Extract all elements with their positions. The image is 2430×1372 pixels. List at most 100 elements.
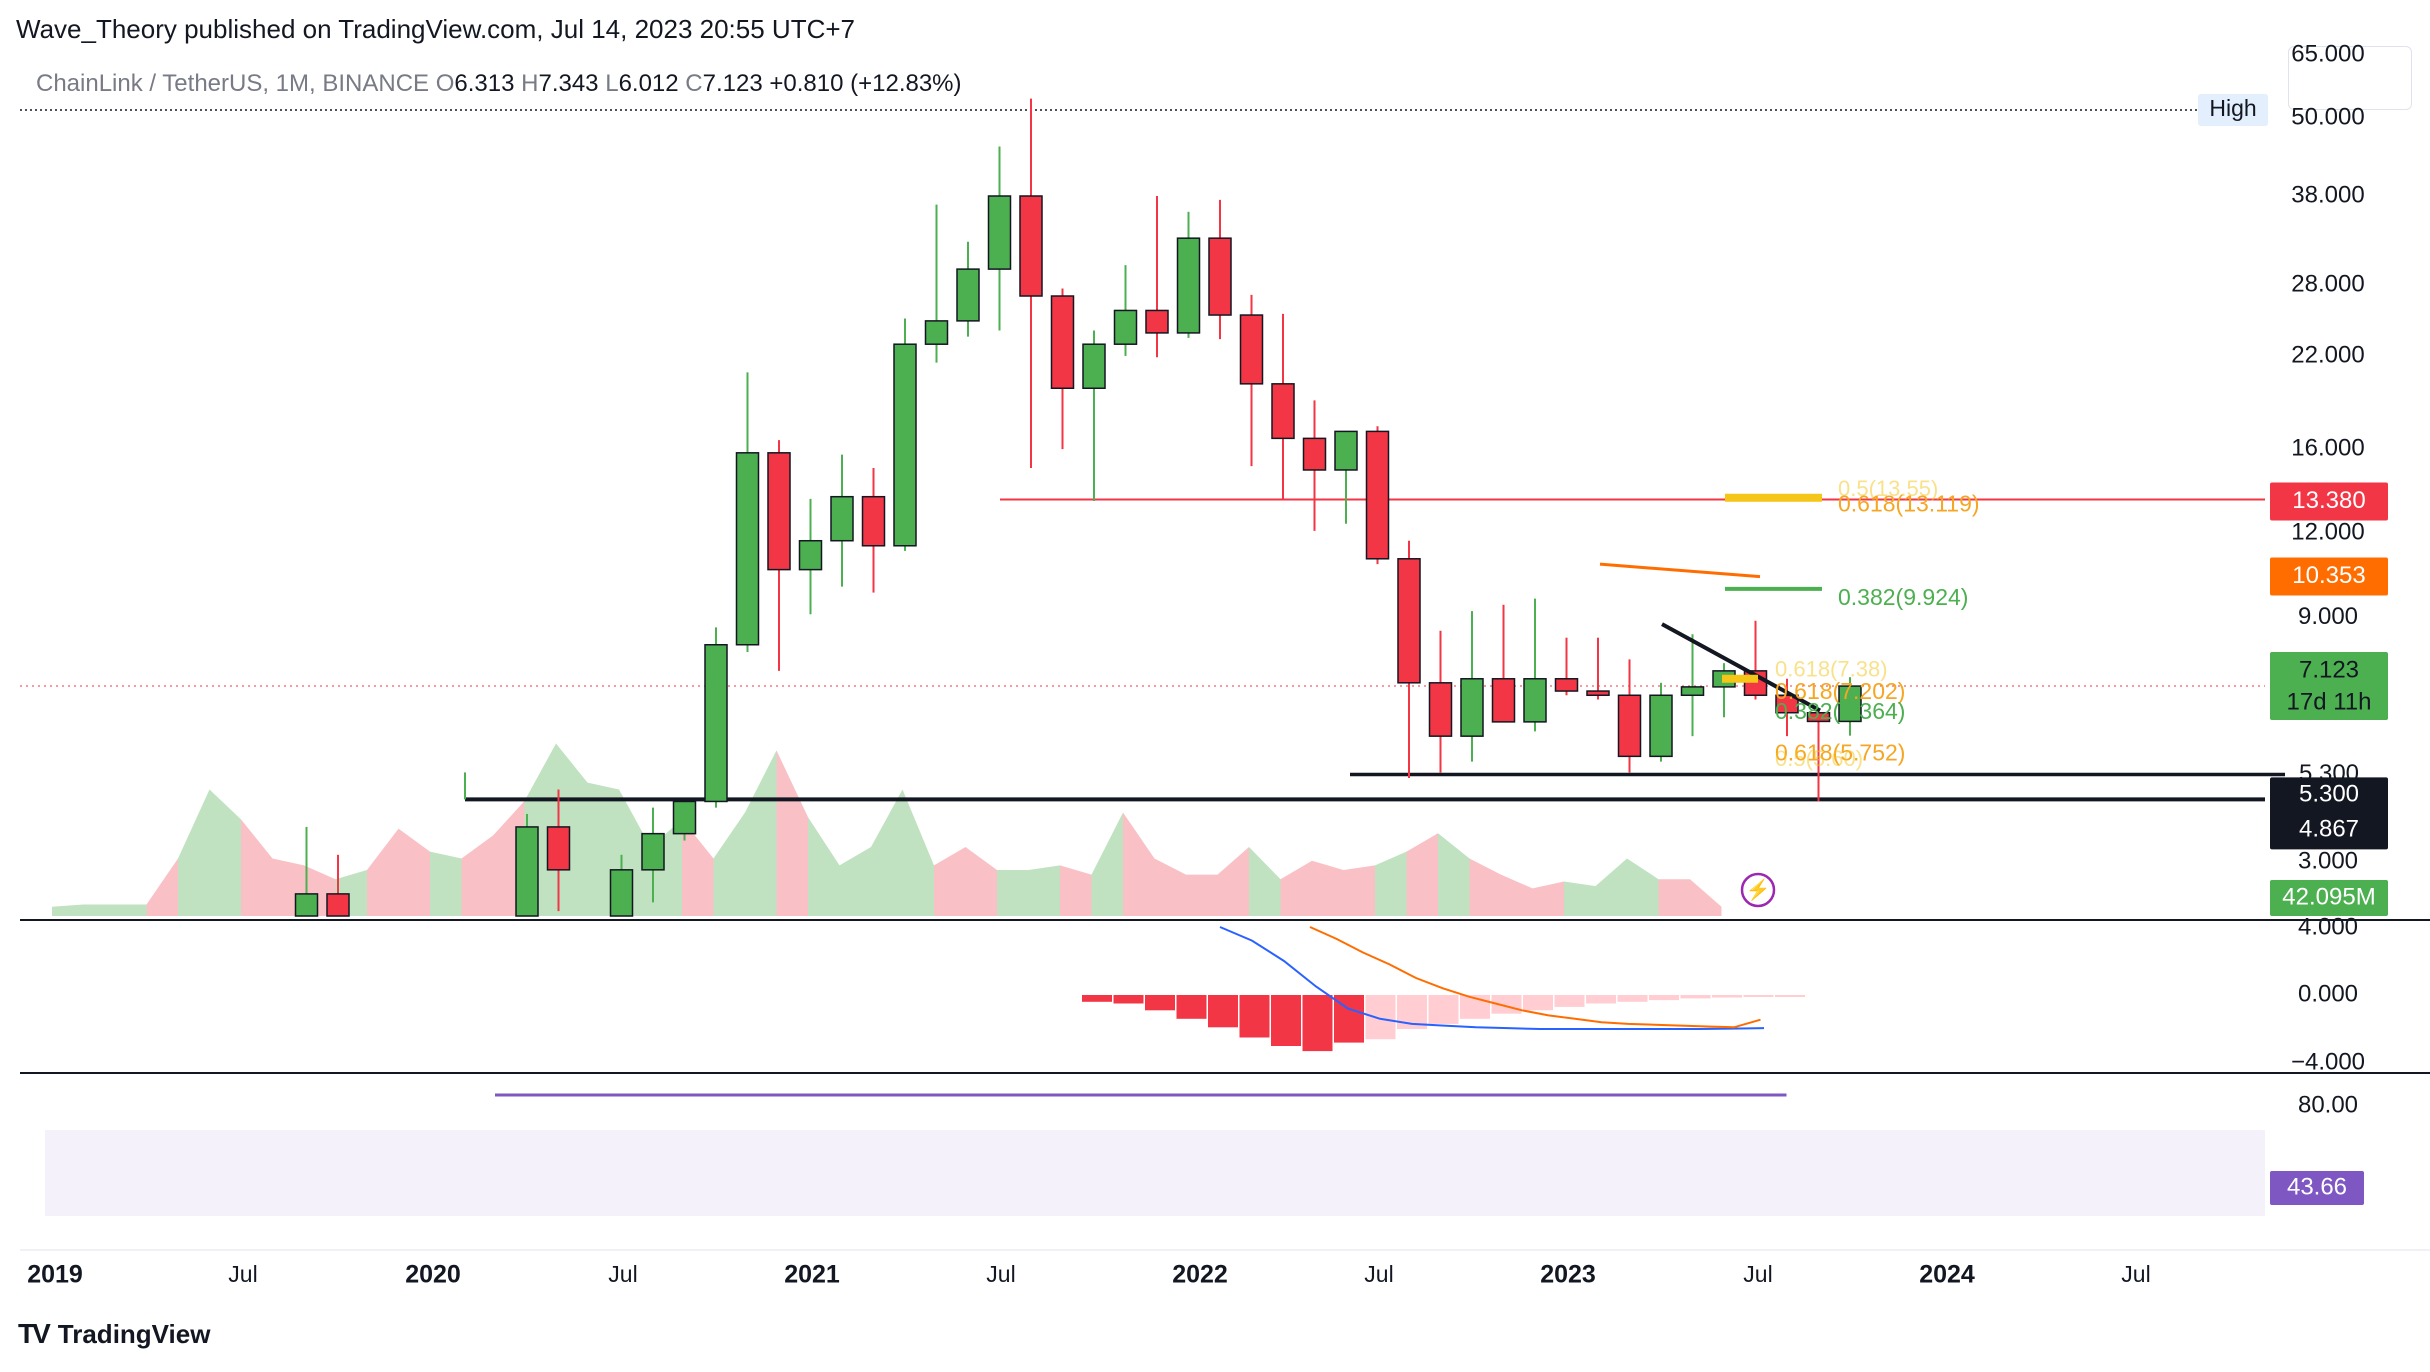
macd-axis-tick: −4.000 (2291, 1048, 2365, 1075)
volume-area-segment (1249, 847, 1281, 916)
volume-area-segment (430, 851, 462, 916)
macd-histogram-bar (1712, 995, 1742, 998)
fib-upper-marker (1725, 493, 1822, 502)
volume-area-segment (776, 750, 808, 916)
candle-down (1271, 383, 1295, 440)
price-axis-tick: 22.000 (2291, 341, 2364, 368)
volume-area-segment (745, 750, 777, 916)
price-axis-tick-clipped: 50.000 (2291, 103, 2364, 130)
legend-change: +0.810 (+12.83%) (769, 70, 961, 97)
volume-area-segment (1060, 865, 1092, 916)
scale-settings-box[interactable] (2288, 46, 2412, 110)
volume-area-segment (241, 819, 273, 916)
volume-area-segment (713, 812, 745, 916)
volume-area-segment (902, 789, 934, 916)
candle-down (1365, 430, 1390, 560)
candle-up (1176, 237, 1201, 334)
fib-382-mid-label: 0.382(6.364) (1775, 698, 1905, 724)
time-axis-label: 2021 (784, 1261, 840, 1289)
volume-area-segment (146, 858, 178, 916)
current-price-badge-bg (2270, 651, 2388, 720)
macd-histogram-bar (1082, 995, 1112, 1002)
support-lower-badge: 5.300 (2299, 781, 2359, 808)
macd-histogram-bar (1145, 995, 1175, 1011)
candle-up (924, 320, 949, 345)
macd-histogram-bar (1554, 995, 1585, 1007)
candle-down (1554, 678, 1579, 692)
candle-up (735, 452, 760, 646)
macd-axis-tick: 0.000 (2298, 980, 2358, 1007)
volume-area-segment (1312, 860, 1344, 916)
orange-level-line (1599, 562, 1761, 579)
high-badge-bg (2198, 94, 2268, 126)
brand-name: TradingView (57, 1318, 211, 1349)
volume-area-segment (1375, 851, 1407, 916)
volume-badge-bg (2270, 880, 2388, 916)
volume-area-segment (1469, 858, 1501, 916)
time-axis-label: 2019 (27, 1261, 83, 1289)
candle-up (987, 195, 1012, 270)
candle-down (1239, 314, 1264, 385)
volume-area-segment (398, 828, 430, 916)
tradingview-brand[interactable]: TV TradingView (18, 1318, 210, 1350)
macd-axis-tick: 4.000 (2298, 913, 2358, 940)
rsi-value-badge-bg (2270, 1171, 2364, 1205)
fib-618-mid-label: 0.618(7.202) (1775, 678, 1905, 704)
alert-bolt-icon (1740, 872, 1776, 908)
macd-histogram-bar (1680, 995, 1711, 999)
candle-up (1334, 430, 1358, 471)
fib-mid-marker (1722, 674, 1758, 683)
price-axis-tick: 28.000 (2291, 271, 2364, 298)
volume-area-segment (209, 789, 241, 916)
volume-area-segment (1501, 874, 1533, 916)
candle-down (1491, 678, 1516, 723)
macd-histogram-bar (1302, 995, 1333, 1052)
candle-up (1649, 694, 1673, 758)
volume-area-segment (52, 904, 84, 916)
legend: ChainLink / TetherUS, 1M, BINANCE O6.313… (36, 70, 962, 97)
price-axis-tick: 12.000 (2291, 519, 2364, 546)
legend-close: 7.123 (703, 70, 763, 97)
volume-area-segment (83, 904, 115, 916)
orange-level-badge-bg (2270, 557, 2388, 596)
resistance-price-badge: 13.380 (2292, 487, 2365, 514)
volume-area-segment (178, 789, 210, 916)
candle-down (326, 893, 350, 917)
candle-up (1460, 678, 1484, 737)
volume-area-segment (1406, 833, 1438, 916)
volume-area-segment (1438, 833, 1470, 916)
resistance-price-badge-bg (2270, 482, 2388, 521)
high-badge-label: High (2209, 95, 2256, 121)
candle-down (1050, 295, 1075, 390)
candle-up (1113, 309, 1138, 345)
time-axis-label: 2022 (1172, 1261, 1228, 1289)
price-axis-tick: 38.000 (2291, 181, 2364, 208)
fib-ghost-low-label: 0.5(5.60) (1775, 746, 1863, 771)
macd-histogram-bar (1523, 995, 1553, 1011)
legend-high: 7.343 (538, 70, 598, 97)
bar-countdown: 17d 11h (2287, 688, 2372, 715)
support-lower-badge-bg (2270, 777, 2388, 850)
volume-area-segment (1028, 865, 1060, 916)
legend-low: 6.012 (619, 70, 679, 97)
candle-down (1586, 690, 1610, 697)
volume-area-segment (115, 904, 147, 916)
candle-up (515, 826, 539, 917)
volume-area-segment (367, 828, 399, 916)
volume-area-segment (871, 789, 903, 916)
time-axis-label: Jul (228, 1261, 257, 1287)
volume-area-segment (1217, 847, 1249, 916)
candle-up (956, 268, 980, 322)
candle-up (798, 539, 823, 571)
macd-histogram-bar (1743, 995, 1774, 997)
time-axis-label: 2020 (405, 1261, 461, 1289)
macd-histogram-bar (1113, 995, 1144, 1004)
orange-level-badge: 10.353 (2292, 562, 2365, 589)
legend-o-label: O (436, 70, 455, 97)
volume-area-segment (1091, 812, 1123, 916)
candle-down (861, 495, 886, 547)
candle-up (893, 343, 917, 547)
legend-l-label: L (605, 70, 618, 97)
tradingview-logo-icon: TV (18, 1318, 51, 1349)
